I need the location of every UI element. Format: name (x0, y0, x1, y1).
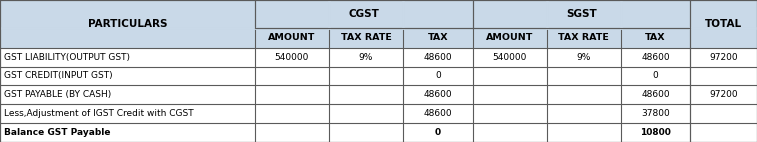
Text: 10800: 10800 (640, 128, 671, 137)
Text: 540000: 540000 (492, 53, 527, 62)
Text: 9%: 9% (577, 53, 591, 62)
Text: 37800: 37800 (641, 109, 670, 118)
Text: TAX RATE: TAX RATE (341, 33, 391, 42)
Text: AMOUNT: AMOUNT (268, 33, 316, 42)
Bar (0, 67, 757, 85)
Text: 0: 0 (435, 71, 441, 81)
Text: 0: 0 (653, 71, 659, 81)
Text: Balance GST Payable: Balance GST Payable (4, 128, 111, 137)
Text: 97200: 97200 (709, 90, 738, 99)
Text: 97200: 97200 (709, 53, 738, 62)
Text: AMOUNT: AMOUNT (486, 33, 533, 42)
Bar (0, 48, 757, 67)
Text: GST LIABILITY(OUTPUT GST): GST LIABILITY(OUTPUT GST) (4, 53, 130, 62)
Text: SGST: SGST (566, 9, 597, 19)
Text: CGST: CGST (348, 9, 379, 19)
Text: 9%: 9% (359, 53, 373, 62)
Text: 48600: 48600 (641, 90, 670, 99)
Bar (0, 104, 757, 123)
Text: PARTICULARS: PARTICULARS (88, 19, 167, 29)
Text: GST CREDIT(INPUT GST): GST CREDIT(INPUT GST) (4, 71, 113, 81)
Text: 540000: 540000 (275, 53, 309, 62)
Text: Less,Adjustment of IGST Credit with CGST: Less,Adjustment of IGST Credit with CGST (4, 109, 194, 118)
Bar (0, 123, 757, 142)
Bar (0, 28, 757, 48)
Text: TAX RATE: TAX RATE (559, 33, 609, 42)
Text: TOTAL: TOTAL (705, 19, 742, 29)
Text: TAX: TAX (645, 33, 666, 42)
Text: TAX: TAX (428, 33, 448, 42)
Text: 48600: 48600 (641, 53, 670, 62)
Bar (0, 0, 757, 28)
Text: 48600: 48600 (423, 90, 452, 99)
Text: 48600: 48600 (423, 109, 452, 118)
Text: 0: 0 (435, 128, 441, 137)
Text: 48600: 48600 (423, 53, 452, 62)
Bar (0, 85, 757, 104)
Text: GST PAYABLE (BY CASH): GST PAYABLE (BY CASH) (4, 90, 111, 99)
